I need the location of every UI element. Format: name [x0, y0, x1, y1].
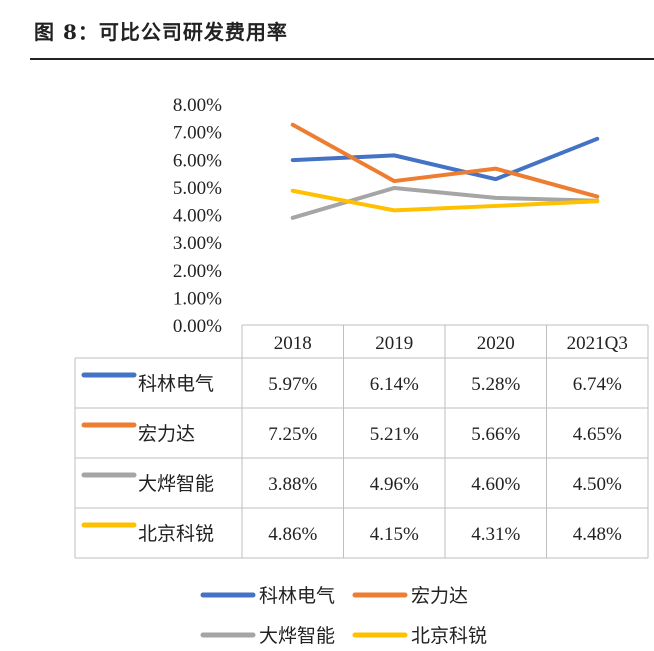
- table-cell-value: 4.48%: [573, 524, 622, 545]
- series-line: [290, 188, 600, 213]
- table-series-name: 科林电气: [138, 373, 214, 395]
- table-cell-value: 6.74%: [573, 374, 622, 395]
- legend-label: 科林电气: [259, 585, 335, 607]
- table-cell-value: 5.21%: [370, 424, 419, 445]
- x-category-label: 2021Q3: [567, 333, 628, 354]
- table-cell-value: 4.15%: [370, 524, 419, 545]
- series-line: [290, 185, 600, 220]
- table-cell-value: 4.96%: [370, 474, 419, 495]
- y-tick-label: 5.00%: [173, 178, 222, 199]
- table-series-name: 北京科锐: [138, 523, 214, 545]
- table-cell-value: 7.25%: [268, 424, 317, 445]
- y-tick-label: 3.00%: [173, 233, 222, 254]
- table-cell-value: 5.66%: [471, 424, 520, 445]
- table-series-name: 宏力达: [138, 423, 195, 445]
- figure-number: 8: [62, 20, 78, 44]
- axis-layer: 0.00% 1.00% 2.00% 3.00% 4.00% 5.00% 6.00% 7.00%…: [173, 95, 222, 337]
- table-cell-value: 4.86%: [268, 524, 317, 545]
- figure-separator: ：: [77, 20, 99, 44]
- x-category-label: 2018: [274, 333, 312, 354]
- table-cell-value: 5.97%: [268, 374, 317, 395]
- data-table: 2018 2019 2020 2021Q3 科林电气 5.97% 6.14% 5.28% 6.7…: [74, 324, 649, 559]
- y-tick-label: 1.00%: [173, 288, 222, 309]
- table-cell-value: 6.14%: [370, 374, 419, 395]
- y-tick-label: 2.00%: [173, 261, 222, 282]
- table-series-name: 大烨智能: [138, 473, 214, 495]
- table-cell-value: 4.65%: [573, 424, 622, 445]
- plot-area: [290, 122, 600, 220]
- title-underline: [30, 58, 654, 60]
- y-tick-label: 0.00%: [173, 316, 222, 337]
- table-cell-value: 4.50%: [573, 474, 622, 495]
- table-cell-value: 4.31%: [471, 524, 520, 545]
- y-tick-label: 4.00%: [173, 206, 222, 227]
- y-tick-label: 6.00%: [173, 150, 222, 171]
- legend-label: 宏力达: [411, 585, 468, 607]
- legend-label: 大烨智能: [259, 625, 335, 647]
- y-tick-label: 7.00%: [173, 123, 222, 144]
- series-line: [290, 122, 600, 199]
- table-cell-value: 5.28%: [471, 374, 520, 395]
- figure-label: 图: [34, 20, 55, 44]
- y-tick-label: 8.00%: [173, 95, 222, 116]
- table-cell-value: 3.88%: [268, 474, 317, 495]
- legend-label: 北京科锐: [411, 625, 487, 647]
- series-line: [290, 136, 600, 182]
- x-category-label: 2020: [477, 333, 515, 354]
- x-category-label: 2019: [375, 333, 413, 354]
- figure-title-text: 可比公司研发费用率: [98, 20, 288, 44]
- table-cell-value: 4.60%: [471, 474, 520, 495]
- figure-title: 图 8：可比公司研发费用率: [34, 16, 288, 45]
